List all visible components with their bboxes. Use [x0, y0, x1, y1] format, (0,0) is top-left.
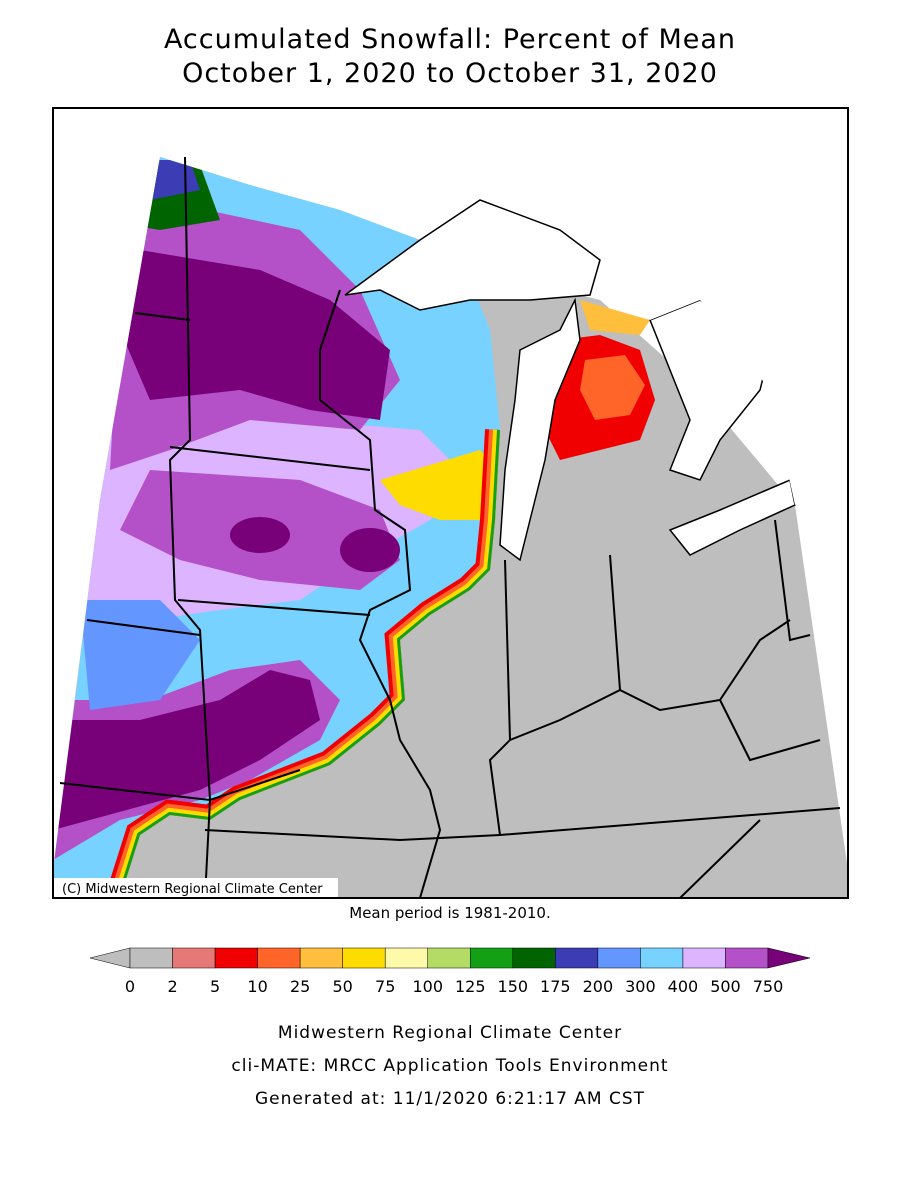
legend-tick-label: 5 — [210, 977, 220, 996]
legend-arrow-high — [767, 947, 811, 969]
state-line — [59, 312, 841, 842]
legend-tick-label: 2 — [167, 977, 177, 996]
legend-swatch — [555, 947, 599, 969]
legend-tick-label: 500 — [710, 977, 741, 996]
title-line: October 1, 2020 to October 31, 2020 — [182, 58, 718, 89]
legend-tick-label: 25 — [290, 977, 310, 996]
legend-swatch — [725, 947, 769, 969]
legend-swatch — [257, 947, 301, 969]
state-line — [488, 519, 811, 836]
lake-michigan — [499, 297, 581, 562]
legend-swatch — [342, 947, 386, 969]
legend-swatch — [682, 947, 726, 969]
copyright: (C) Midwestern Regional Climate Center — [62, 882, 323, 897]
title-line: Accumulated Snowfall: Percent of Mean — [164, 24, 736, 55]
map: (C) Midwestern Regional Climate Center — [53, 130, 848, 898]
legend-tick-label: 0 — [125, 977, 135, 996]
legend-tick-label: 100 — [412, 977, 443, 996]
legend-tick-label: 50 — [332, 977, 352, 996]
legend-swatch — [640, 947, 684, 969]
footer-line: Midwestern Regional Climate Center — [278, 1023, 622, 1043]
footer-line: cli-MATE: MRCC Application Tools Environ… — [231, 1056, 668, 1076]
legend-swatch — [384, 947, 428, 969]
legend-swatch — [470, 947, 514, 969]
state-line — [319, 289, 442, 898]
state-line — [679, 699, 821, 898]
footer-line: Generated at: 11/1/2020 6:21:17 AM CST — [255, 1089, 645, 1109]
canada — [600, 130, 848, 505]
legend-arrow-low — [89, 947, 131, 969]
legend-swatch — [597, 947, 641, 969]
legend-tick-label: 10 — [247, 977, 267, 996]
legend-swatch — [129, 947, 173, 969]
legend-swatch — [512, 947, 556, 969]
legend-swatch — [299, 947, 343, 969]
legend-swatch — [172, 947, 216, 969]
legend-swatch — [214, 947, 258, 969]
legend-tick-label: 400 — [668, 977, 699, 996]
legend: 0 2 5 10 25 50 75 100 125 150 175 200 300 400 500 750 — [89, 947, 811, 996]
legend-tick-label: 75 — [375, 977, 395, 996]
legend-swatch — [427, 947, 471, 969]
legend-tick-label: 175 — [540, 977, 571, 996]
legend-tick-label: 300 — [625, 977, 656, 996]
legend-tick-label: 150 — [498, 977, 529, 996]
lake-superior — [344, 199, 601, 311]
legend-tick-label: 200 — [583, 977, 614, 996]
legend-tick-label: 125 — [455, 977, 486, 996]
map-frame — [52, 107, 849, 899]
mean-period-note: Mean period is 1981-2010. — [349, 904, 550, 922]
legend-tick-label: 750 — [753, 977, 784, 996]
